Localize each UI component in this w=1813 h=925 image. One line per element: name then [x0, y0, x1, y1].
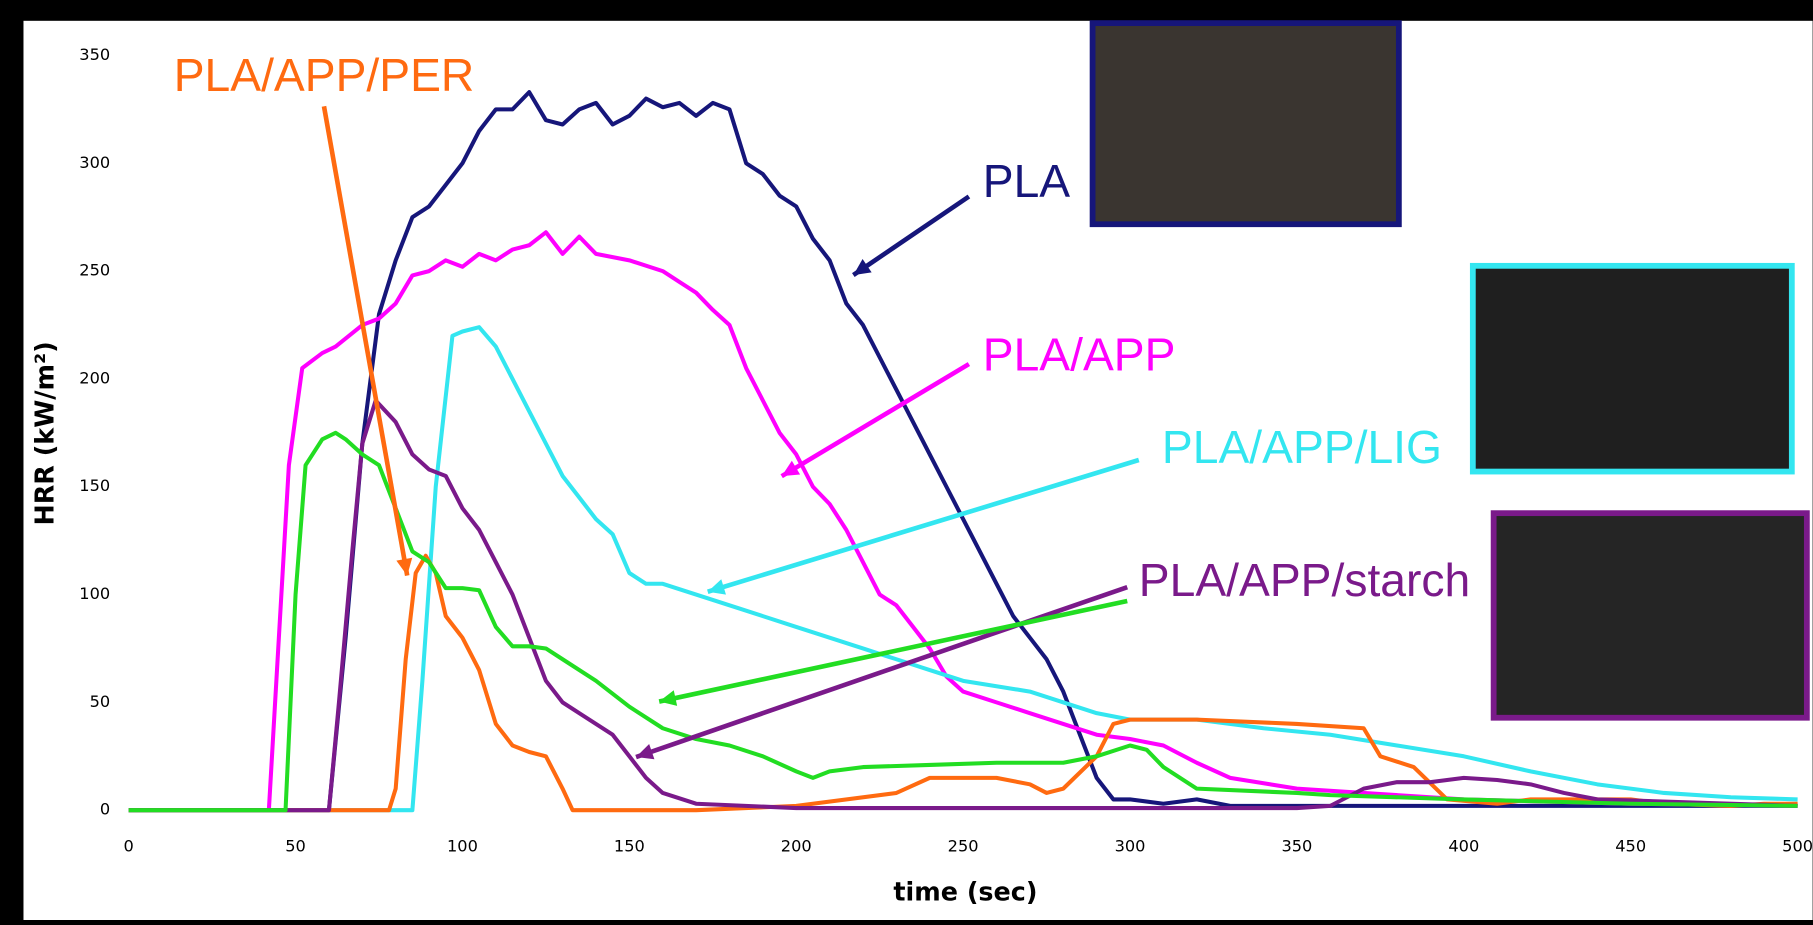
y-tick-label: 300	[79, 153, 110, 172]
annotation-arrow	[780, 362, 971, 479]
y-tick-label: 350	[79, 45, 110, 64]
photos	[1089, 20, 1810, 721]
series-line	[128, 325, 1798, 813]
x-tick-label: 500	[1782, 837, 1813, 856]
arrow-head	[396, 557, 413, 576]
annotation-arrow	[852, 194, 971, 277]
arrow-head	[659, 690, 678, 706]
series-label: PLA/APP	[983, 329, 1176, 381]
annotation-arrow	[707, 457, 1140, 594]
arrow-head	[707, 579, 726, 595]
annotation-arrow	[635, 584, 1129, 760]
x-tick-label: 200	[781, 837, 812, 856]
arrow-head	[853, 259, 872, 276]
x-tick-label: 450	[1615, 837, 1646, 856]
series-label: PLA/APP/LIG	[1162, 421, 1442, 473]
annotation-arrow	[321, 105, 410, 576]
x-tick-label: 400	[1448, 837, 1479, 856]
y-tick-label: 100	[79, 584, 110, 603]
series-line	[128, 398, 1798, 813]
arrow-head	[781, 460, 801, 477]
x-tick-label: 250	[948, 837, 979, 856]
x-tick-label: 50	[285, 837, 306, 856]
series-label: PLA	[983, 155, 1071, 207]
series-label: PLA/APP/PER	[174, 49, 475, 101]
photo-starch	[1490, 510, 1810, 721]
series-line	[128, 90, 1798, 813]
x-axis-label: time (sec)	[893, 876, 1037, 906]
arrow-head	[636, 743, 655, 760]
x-tick-label: 350	[1281, 837, 1312, 856]
x-tick-label: 100	[447, 837, 478, 856]
series-line	[128, 553, 1798, 813]
y-axis-label: HRR (kW/m²)	[30, 341, 60, 525]
photo-pla	[1089, 20, 1402, 228]
y-tick-label: 250	[79, 261, 110, 280]
annotation-arrow	[658, 598, 1128, 704]
series-line	[128, 430, 1798, 813]
x-tick-label: 0	[124, 837, 134, 856]
x-tick-label: 300	[1115, 837, 1146, 856]
y-tick-label: 0	[100, 800, 110, 819]
y-tick-label: 50	[90, 692, 111, 711]
photo-lig	[1469, 262, 1795, 475]
y-tick-label: 200	[79, 368, 110, 387]
series-line	[128, 230, 1798, 813]
series-label: PLA/APP/starch	[1139, 554, 1470, 606]
y-tick-label: 150	[79, 476, 110, 495]
x-tick-label: 150	[614, 837, 645, 856]
